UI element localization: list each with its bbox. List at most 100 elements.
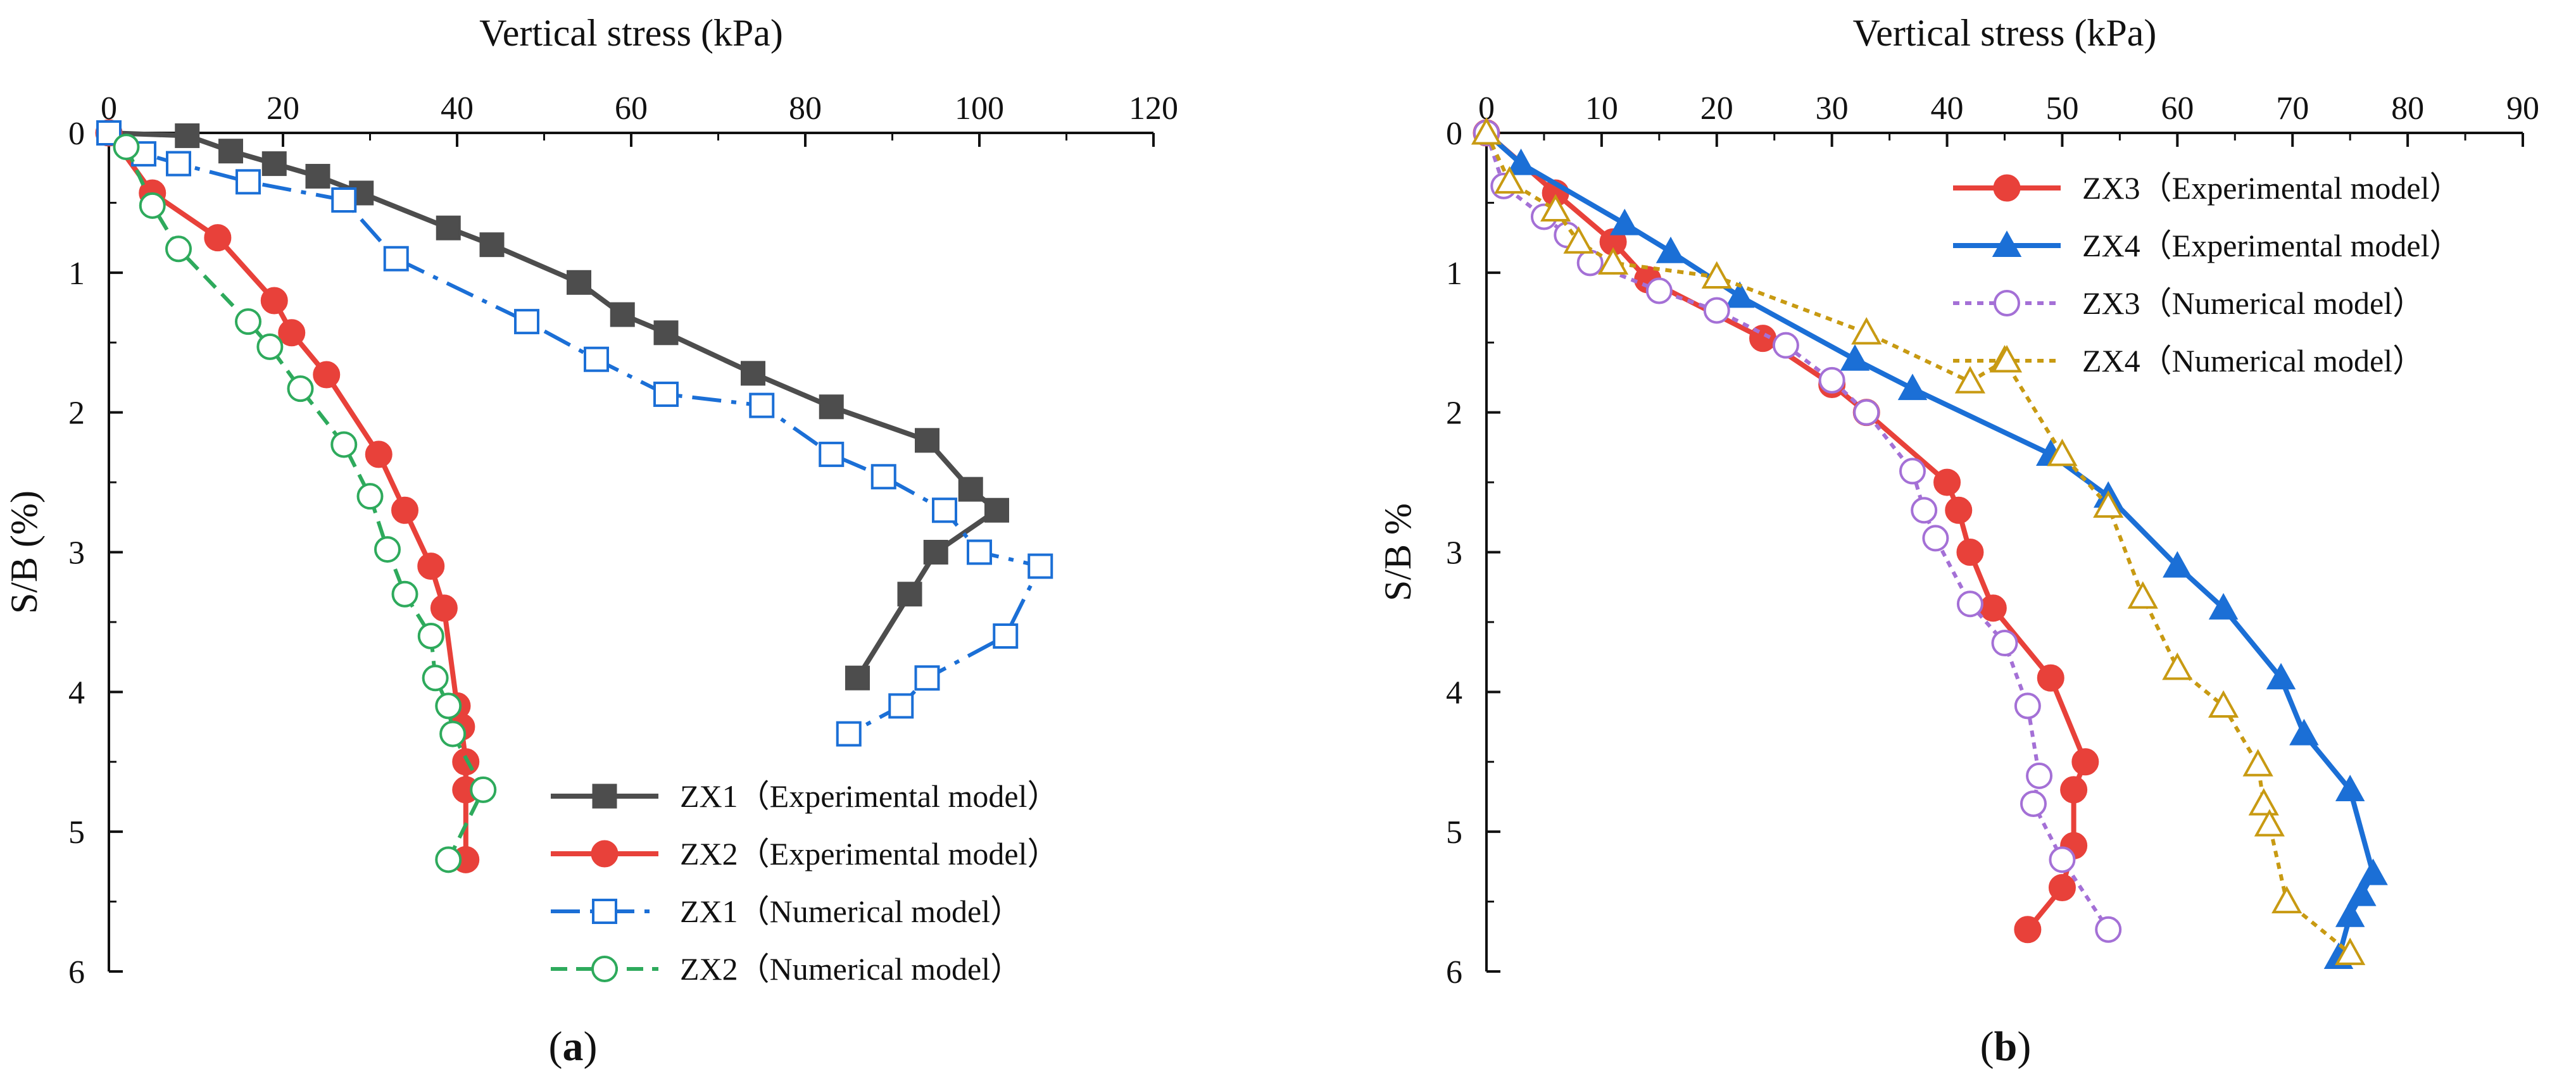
data-point-marker xyxy=(2254,809,2285,837)
data-point-marker xyxy=(819,441,845,467)
data-point-marker xyxy=(1656,236,1686,263)
x-tick-label: 60 xyxy=(2161,91,2194,127)
data-point-marker xyxy=(2266,663,2296,690)
data-point-marker xyxy=(436,215,461,240)
data-point-marker xyxy=(278,319,306,347)
data-point-marker xyxy=(2208,593,2239,620)
data-point-marker xyxy=(1911,497,1938,524)
data-point-marker xyxy=(819,394,844,420)
y-tick-label: 3 xyxy=(1446,535,1462,571)
data-point-marker xyxy=(2037,664,2064,692)
data-point-marker xyxy=(1471,117,1502,145)
data-point-marker xyxy=(2093,490,2124,518)
data-point-marker xyxy=(741,361,765,386)
data-point-marker xyxy=(1954,366,1986,394)
data-point-marker xyxy=(967,539,992,565)
data-point-marker xyxy=(1945,496,1973,524)
series-3 xyxy=(1473,120,2122,943)
legend-entry: ZX2（Numerical model） xyxy=(551,951,1022,987)
legend-entry: ZX1（Experimental model） xyxy=(551,778,1059,814)
series-3 xyxy=(96,120,1053,747)
legend-label: ZX1（Experimental model） xyxy=(680,778,1059,814)
data-point-marker xyxy=(888,693,914,719)
legend: ZX1（Experimental model） ZX2（Experimental … xyxy=(551,778,1059,987)
x-tick-label: 30 xyxy=(1816,91,1849,127)
data-point-marker xyxy=(2347,879,2377,906)
series-line xyxy=(124,146,486,861)
data-point-marker xyxy=(256,333,284,360)
legend-label: ZX4（Numerical model） xyxy=(2082,343,2424,378)
data-point-marker xyxy=(1494,166,1525,194)
data-point-marker xyxy=(2335,775,2365,801)
data-point-marker xyxy=(2060,776,2088,804)
y-tick-label: 6 xyxy=(1446,954,1462,990)
data-point-marker xyxy=(1933,468,1961,496)
series-4 xyxy=(1471,117,2366,965)
data-point-marker xyxy=(391,496,418,524)
data-point-marker xyxy=(2127,581,2158,609)
data-point-marker xyxy=(2049,846,2076,873)
data-point-marker xyxy=(435,692,462,720)
data-point-marker xyxy=(2014,916,2042,944)
x-tick-label: 10 xyxy=(1585,91,1618,127)
y-axis-title: S/B (%) xyxy=(3,490,45,614)
data-point-marker xyxy=(610,302,635,327)
x-tick-label: 50 xyxy=(2045,91,2078,127)
data-point-marker xyxy=(1563,226,1594,254)
legend-marker xyxy=(1994,290,2020,316)
data-point-marker xyxy=(417,553,445,580)
data-point-marker xyxy=(1725,281,1755,308)
data-point-marker xyxy=(383,246,409,272)
data-point-marker xyxy=(653,381,679,407)
data-point-marker xyxy=(287,375,314,403)
data-point-marker xyxy=(439,720,467,747)
data-point-marker xyxy=(1540,194,1571,222)
panel-caption-letter: b xyxy=(1994,1023,2018,1070)
legend-entry: ZX1（Numerical model） xyxy=(551,894,1022,929)
data-point-marker xyxy=(391,580,418,608)
data-point-marker xyxy=(2095,916,2122,943)
y-tick-label: 1 xyxy=(68,256,85,292)
x-tick-label: 100 xyxy=(955,91,1004,127)
x-tick-label: 120 xyxy=(1129,91,1178,127)
data-point-marker xyxy=(349,180,374,206)
data-point-marker xyxy=(1645,277,1673,304)
data-point-marker xyxy=(845,665,870,690)
series-line xyxy=(108,130,1000,680)
data-point-marker xyxy=(2358,858,2388,885)
data-point-marker xyxy=(260,287,288,315)
data-point-marker xyxy=(1922,525,1949,552)
x-tick-label: 40 xyxy=(441,91,474,127)
data-point-marker xyxy=(1991,630,2018,657)
x-tick-label: 20 xyxy=(1700,91,1733,127)
data-point-marker xyxy=(1506,148,1536,175)
data-point-marker xyxy=(166,151,191,177)
y-tick-label: 2 xyxy=(1446,396,1462,432)
series-2 xyxy=(95,119,480,873)
legend: ZX3（Experimental model） ZX4（Experimental … xyxy=(1953,170,2461,378)
data-point-marker xyxy=(2048,874,2076,901)
data-point-marker xyxy=(430,594,458,622)
legend-marker xyxy=(591,840,619,868)
data-point-marker xyxy=(2335,937,2366,965)
data-point-marker xyxy=(331,187,357,213)
legend-entry: ZX3（Numerical model） xyxy=(1953,285,2424,321)
legend-entry: ZX4（Numerical model） xyxy=(1953,343,2424,378)
series-1 xyxy=(1473,119,2099,944)
legend-marker xyxy=(591,956,618,982)
legend-label: ZX1（Numerical model） xyxy=(680,894,1022,929)
data-point-marker xyxy=(1027,553,1053,579)
data-point-marker xyxy=(417,623,444,649)
x-tick-label: 40 xyxy=(1931,91,1964,127)
data-point-marker xyxy=(2208,690,2239,718)
data-point-marker xyxy=(1956,590,1983,618)
data-point-marker xyxy=(1703,297,1730,324)
series-line xyxy=(106,131,468,860)
data-point-marker xyxy=(113,134,140,161)
data-point-marker xyxy=(1897,373,1928,401)
data-point-marker xyxy=(313,361,341,389)
x-tick-label: 60 xyxy=(615,91,648,127)
data-point-marker xyxy=(1772,332,1799,359)
data-point-marker xyxy=(749,392,775,418)
y-tick-label: 5 xyxy=(1446,815,1462,851)
